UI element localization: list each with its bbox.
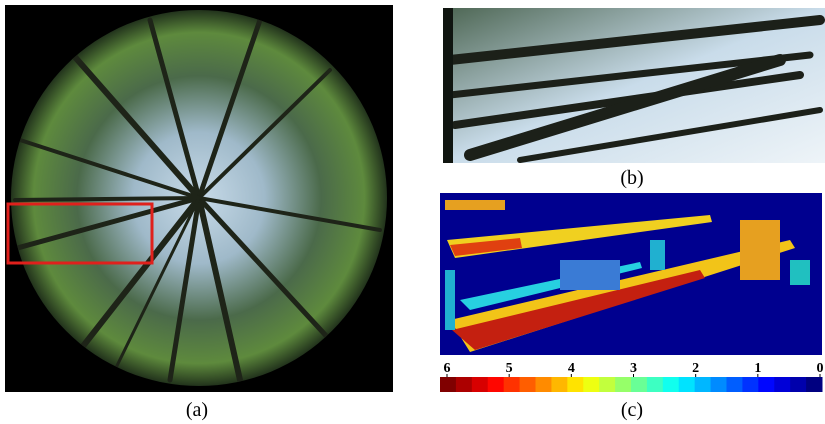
colorbar-tick-label: 4: [568, 361, 575, 376]
colorbar-segment: [758, 377, 774, 392]
colorbar-segment: [488, 377, 504, 392]
colorbar-segment: [615, 377, 631, 392]
colorbar-segment: [583, 377, 599, 392]
colorbar-tick-label: 0: [817, 361, 824, 376]
caption-b: (b): [620, 167, 643, 189]
colorbar-segment: [472, 377, 488, 392]
colorbar-segment: [520, 377, 536, 392]
colorbar-segment: [774, 377, 790, 392]
colorbar-tick-label: 2: [692, 361, 699, 376]
colorbar-segment: [567, 377, 583, 392]
colorbar-segment: [727, 377, 743, 392]
colorbar-segment: [504, 377, 520, 392]
colorbar-segment: [790, 377, 806, 392]
figure: (a) (b) 6 5 4 3 2 1 0 (c): [0, 0, 825, 424]
colorbar-segment: [695, 377, 711, 392]
colorbar-segment: [599, 377, 615, 392]
panel-b: (b): [443, 8, 825, 189]
colorbar-segment: [536, 377, 552, 392]
page: (a) (b) 6543210 (c) (() => { const data …: [0, 0, 825, 424]
panel-c: 6 5 4 3 2 1 0 (c): [440, 193, 824, 421]
colorbar-tick-label: 1: [754, 361, 761, 376]
caption-c: (c): [621, 399, 643, 421]
colorbar-segment: [806, 377, 822, 392]
colorbar-tick-label: 3: [630, 361, 637, 376]
colorbar-segment: [742, 377, 758, 392]
colorbar-segment: [647, 377, 663, 392]
colorbar-tick-label: 5: [506, 361, 513, 376]
colorbar-segment: [551, 377, 567, 392]
colorbar-segment: [456, 377, 472, 392]
colorbar: 6 5 4 3 2 1 0: [440, 361, 824, 392]
image-edge: [443, 8, 453, 163]
caption-a: (a): [186, 399, 208, 421]
panel-a: (a): [5, 5, 393, 421]
colorbar-segment: [631, 377, 647, 392]
colorbar-segment: [440, 377, 456, 392]
colorbar-tick-label: 6: [444, 361, 451, 376]
colorbar-segment: [711, 377, 727, 392]
colorbar-segment: [679, 377, 695, 392]
colorbar-segment: [663, 377, 679, 392]
